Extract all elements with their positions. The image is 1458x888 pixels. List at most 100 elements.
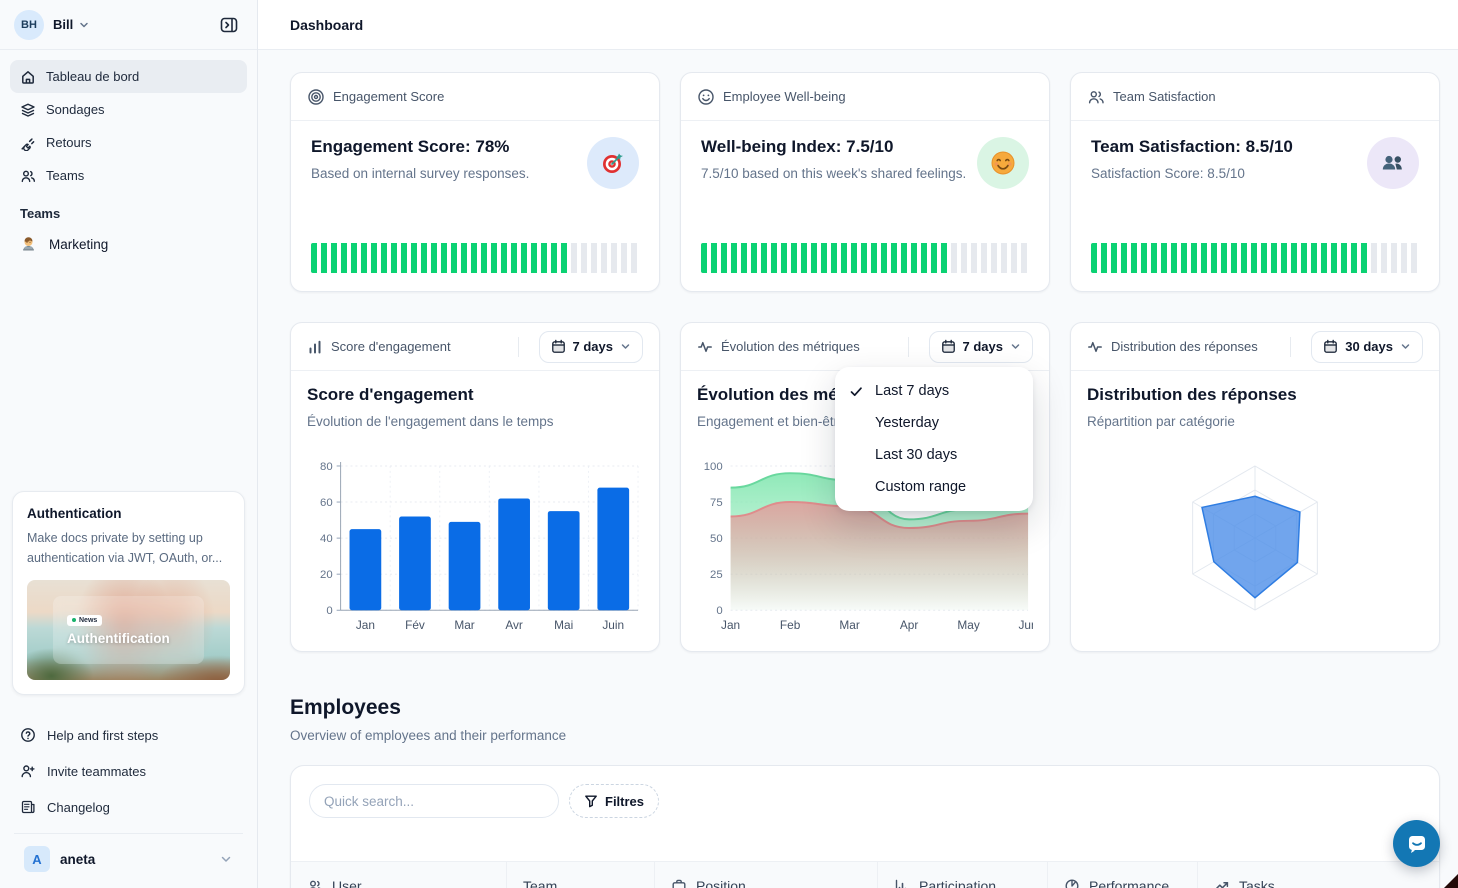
chevron-down-icon[interactable]: [78, 19, 90, 31]
engagement-score-card: Engagement Score Engagement Score: 78% B…: [290, 72, 660, 292]
footer-item-label: Help and first steps: [47, 727, 159, 743]
svg-text:Mar: Mar: [839, 618, 859, 632]
sidebar-item-sondages[interactable]: Sondages: [10, 93, 247, 126]
sidebar-nav: Tableau de bord Sondages Retours Teams: [0, 50, 257, 192]
chart-subtitle: Répartition par catégorie: [1087, 414, 1235, 429]
column-header-position[interactable]: Position: [655, 862, 878, 888]
card-body: Well-being Index: 7.5/10 7.5/10 based on…: [681, 121, 1049, 291]
activity-icon: [697, 339, 713, 355]
column-header-user[interactable]: User: [291, 862, 507, 888]
target-icon: [307, 88, 325, 106]
progress-bar: [1091, 243, 1419, 273]
svg-text:Avr: Avr: [505, 618, 523, 632]
progress-bar: [311, 243, 639, 273]
changelog-icon: [20, 799, 36, 815]
range-selector-button[interactable]: 7 days: [538, 330, 643, 363]
svg-text:May: May: [957, 618, 979, 632]
svg-text:0: 0: [716, 605, 722, 617]
promo-image[interactable]: News Authentification: [27, 580, 230, 680]
progress-fill: [701, 243, 947, 273]
chart-cards-row: Score d'engagement 7 days Score d': [290, 322, 1440, 652]
svg-text:Juin: Juin: [602, 618, 624, 632]
briefcase-icon: [671, 878, 687, 888]
sidebar-item-tableau-de-bord[interactable]: Tableau de bord: [10, 60, 247, 93]
filters-button[interactable]: Filtres: [569, 784, 660, 818]
promo-image-caption: Authentification: [67, 630, 170, 646]
sidebar-item-invite[interactable]: Invite teammates: [10, 753, 247, 789]
range-selector-button[interactable]: 7 days: [928, 330, 1033, 363]
trending-up-icon: [1214, 878, 1230, 888]
chart-subtitle: Évolution de l'engagement dans le temps: [307, 414, 554, 429]
svg-text:25: 25: [710, 569, 723, 581]
smiling-face-emoji: [977, 137, 1029, 189]
promo-card[interactable]: Authentication Make docs private by sett…: [12, 491, 245, 695]
promo-card-wrap: Authentication Make docs private by sett…: [0, 491, 257, 713]
column-header-participation[interactable]: Participation: [878, 862, 1048, 888]
sidebar-item-changelog[interactable]: Changelog: [10, 789, 247, 825]
svg-text:Jan: Jan: [356, 618, 375, 632]
sidebar-item-label: Teams: [46, 168, 85, 183]
chevron-down-icon: [1010, 341, 1021, 352]
employees-title: Employees: [290, 696, 401, 719]
footer-item-label: Invite teammates: [47, 763, 146, 779]
column-header-performance[interactable]: Performance: [1048, 862, 1198, 888]
main-area: Dashboard Engagement Score Engagement Sc…: [258, 0, 1458, 888]
stat-subtitle: 7.5/10 based on this week's shared feeli…: [701, 166, 967, 181]
column-header-tasks[interactable]: Tasks: [1198, 862, 1428, 888]
users-icon: [1087, 88, 1105, 106]
team-satisfaction-card: Team Satisfaction Team Satisfaction: 8.5…: [1070, 72, 1440, 292]
sidebar-item-help[interactable]: Help and first steps: [10, 717, 247, 753]
avatar[interactable]: BH: [14, 9, 44, 40]
card-header: Distribution des réponses 30 days: [1071, 323, 1439, 371]
svg-text:100: 100: [704, 461, 723, 473]
chat-launcher-button[interactable]: [1393, 820, 1440, 867]
stat-cards-row: Engagement Score Engagement Score: 78% B…: [290, 72, 1440, 292]
card-body: Distribution des réponses Répartition pa…: [1071, 371, 1439, 653]
card-header: Score d'engagement 7 days: [291, 323, 659, 371]
teams-section-label: Teams: [20, 206, 61, 221]
sidebar-footer: Help and first steps Invite teammates Ch…: [0, 713, 257, 888]
table-header-row: User Team Position Participation: [291, 861, 1439, 888]
menu-item-last-7-days[interactable]: Last 7 days: [835, 375, 1033, 407]
stat-title: Team Satisfaction: 8.5/10: [1091, 137, 1293, 156]
svg-text:20: 20: [320, 569, 333, 581]
card-body: Team Satisfaction: 8.5/10 Satisfaction S…: [1071, 121, 1439, 291]
header-divider: [517, 336, 519, 357]
sidebar-item-retours[interactable]: Retours: [10, 126, 247, 159]
calendar-icon: [551, 339, 566, 354]
chart-title: Distribution des réponses: [1087, 385, 1297, 404]
user-name[interactable]: Bill: [53, 17, 74, 32]
svg-text:0: 0: [326, 605, 332, 617]
smile-icon: [697, 88, 715, 106]
check-icon: [849, 384, 875, 399]
header-divider: [1290, 336, 1292, 357]
employees-table-card: Filtres User Team Position: [290, 765, 1440, 888]
area-chart-svg: 0 25 50 75 100 Jan Feb Mar Apr May Jun: [704, 461, 1033, 632]
range-selector-button[interactable]: 30 days: [1311, 330, 1423, 363]
search-input[interactable]: [309, 784, 559, 818]
menu-item-yesterday[interactable]: Yesterday: [875, 415, 939, 431]
card-body: Évolution des métriques Engagement et bi…: [681, 371, 1049, 651]
column-header-team[interactable]: Team: [507, 862, 655, 888]
card-header: Employee Well-being: [681, 73, 1049, 121]
header-divider: [907, 336, 909, 357]
sidebar-item-marketing[interactable]: Marketing: [0, 227, 257, 261]
menu-item-custom-range[interactable]: Custom range: [875, 479, 967, 495]
svg-text:Mar: Mar: [454, 618, 474, 632]
bar-chart: 0 20 40 60 80 Jan Fév Mar Avr Mai Juin: [307, 437, 643, 641]
sidebar-collapse-button[interactable]: [215, 11, 243, 39]
stat-subtitle: Satisfaction Score: 8.5/10: [1091, 166, 1245, 181]
sidebar-item-teams[interactable]: Teams: [10, 159, 247, 192]
svg-text:Mai: Mai: [554, 618, 573, 632]
svg-text:60: 60: [320, 497, 333, 509]
workspace-name: aneta: [60, 851, 96, 867]
svg-text:40: 40: [320, 533, 333, 545]
responses-distribution-card: Distribution des réponses 30 days: [1070, 322, 1440, 652]
radar-chart: [1087, 437, 1423, 643]
sidebar-divider: [14, 833, 243, 834]
well-being-card: Employee Well-being Well-being Index: 7.…: [680, 72, 1050, 292]
menu-item-last-30-days[interactable]: Last 30 days: [875, 447, 958, 463]
workspace-switcher[interactable]: A aneta: [10, 834, 247, 888]
area-chart: 0 25 50 75 100 Jan Feb Mar Apr May Jun: [697, 437, 1033, 641]
card-header-label: Employee Well-being: [723, 89, 846, 104]
